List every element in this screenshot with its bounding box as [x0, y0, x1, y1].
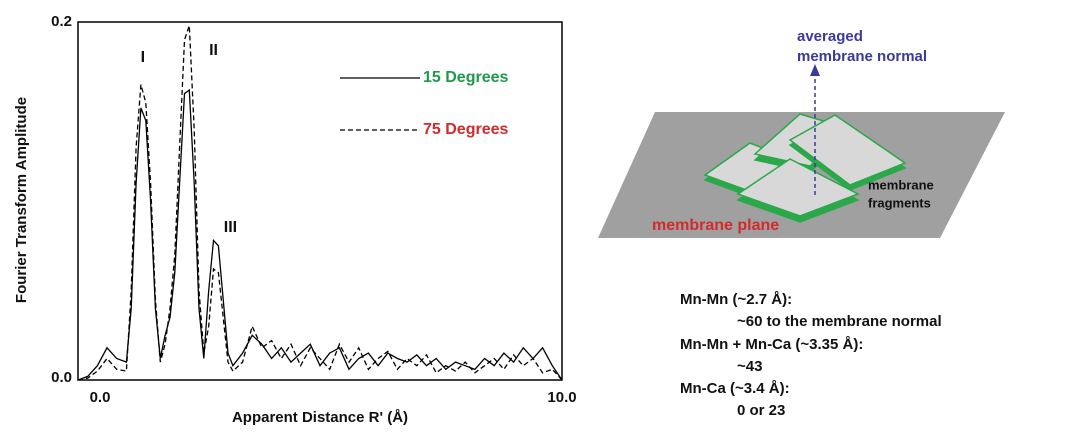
result-pair: Mn-Ca (~3.4 Å):: [680, 380, 790, 397]
plot-frame: [77, 21, 563, 381]
legend-label: 15 Degrees: [423, 69, 508, 86]
peak-label: III: [224, 219, 237, 236]
normal-label: membrane normal: [797, 48, 927, 65]
membrane-fragments: [703, 113, 907, 223]
plane-label: membrane plane: [652, 217, 779, 234]
fragments-label: membrane: [868, 177, 934, 192]
peak-label: I: [141, 49, 145, 66]
x-tick-label: 0.0: [90, 389, 111, 406]
fragments-label: fragments: [868, 195, 931, 210]
result-angle: 0 or 23: [737, 402, 785, 419]
y-tick-label: 0.2: [51, 13, 72, 30]
result-angle: ~43: [737, 358, 762, 375]
x-axis-title: Apparent Distance R' (Å): [232, 409, 408, 426]
y-axis-title: Fourier Transform Amplitude: [13, 97, 30, 303]
result-angle: ~60 to the membrane normal: [737, 313, 942, 330]
normal-label: averaged: [797, 28, 863, 45]
x-tick-label: 10.0: [547, 389, 576, 406]
legend-label: 75 Degrees: [423, 121, 508, 138]
peak-label: II: [209, 42, 218, 59]
series-line: [77, 25, 563, 381]
arrow-head: [810, 64, 820, 76]
result-pair: Mn-Mn + Mn-Ca (~3.35 Å):: [680, 336, 863, 353]
series-line: [77, 88, 563, 381]
result-pair: Mn-Mn (~2.7 Å):: [680, 291, 792, 308]
y-tick-label: 0.0: [51, 369, 72, 386]
